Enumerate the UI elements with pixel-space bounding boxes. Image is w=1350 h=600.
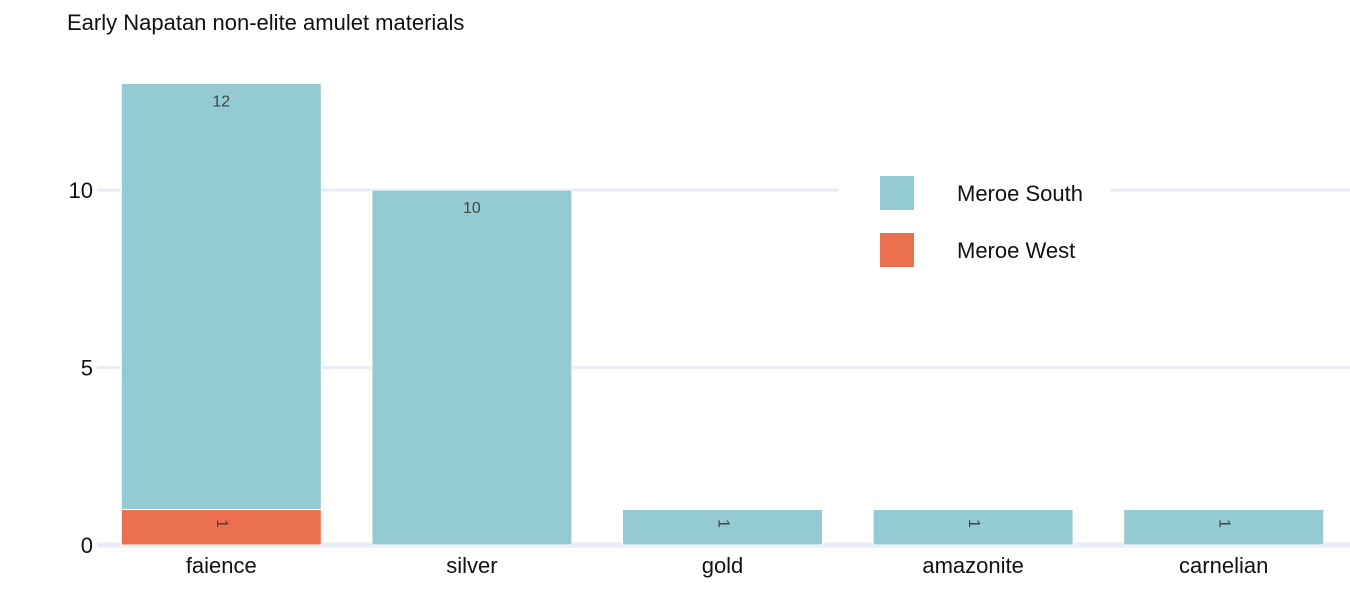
x-tick-label: silver [446, 553, 497, 578]
x-tick-label: gold [702, 553, 744, 578]
bar-value-label: 10 [463, 200, 481, 217]
bar-meroe-south [622, 509, 823, 546]
bar-value-label: 12 [212, 94, 230, 111]
x-tick-label: carnelian [1179, 553, 1268, 578]
bar-meroe-west [120, 509, 322, 546]
bars: 1 12 10 1 1 1 [120, 83, 1325, 546]
x-axis-ticks: faience silver gold amazonite carnelian [186, 553, 1269, 578]
bar-value-label: 1 [714, 519, 731, 528]
legend-swatch [880, 233, 914, 267]
x-tick-label: faience [186, 553, 257, 578]
legend-swatch [880, 176, 914, 210]
bar-value-label: 1 [965, 519, 982, 528]
bar-meroe-south [371, 189, 573, 546]
legend-label: Meroe South [957, 181, 1083, 206]
legend-background [838, 160, 1110, 284]
bar-meroe-south [872, 509, 1074, 546]
bar-value-label: 1 [1215, 519, 1232, 528]
bar-meroe-south [1123, 509, 1325, 546]
x-tick-label: amazonite [922, 553, 1024, 578]
y-tick-label: 10 [69, 178, 93, 203]
legend-label: Meroe West [957, 238, 1075, 263]
bar-meroe-south [120, 83, 322, 510]
y-axis-ticks: 0 5 10 [69, 178, 93, 558]
chart-title: Early Napatan non-elite amulet materials [67, 10, 464, 35]
bar-value-label: 1 [213, 519, 230, 528]
y-tick-label: 5 [81, 356, 93, 381]
y-tick-label: 0 [81, 533, 93, 558]
legend: Meroe South Meroe West [838, 160, 1110, 284]
